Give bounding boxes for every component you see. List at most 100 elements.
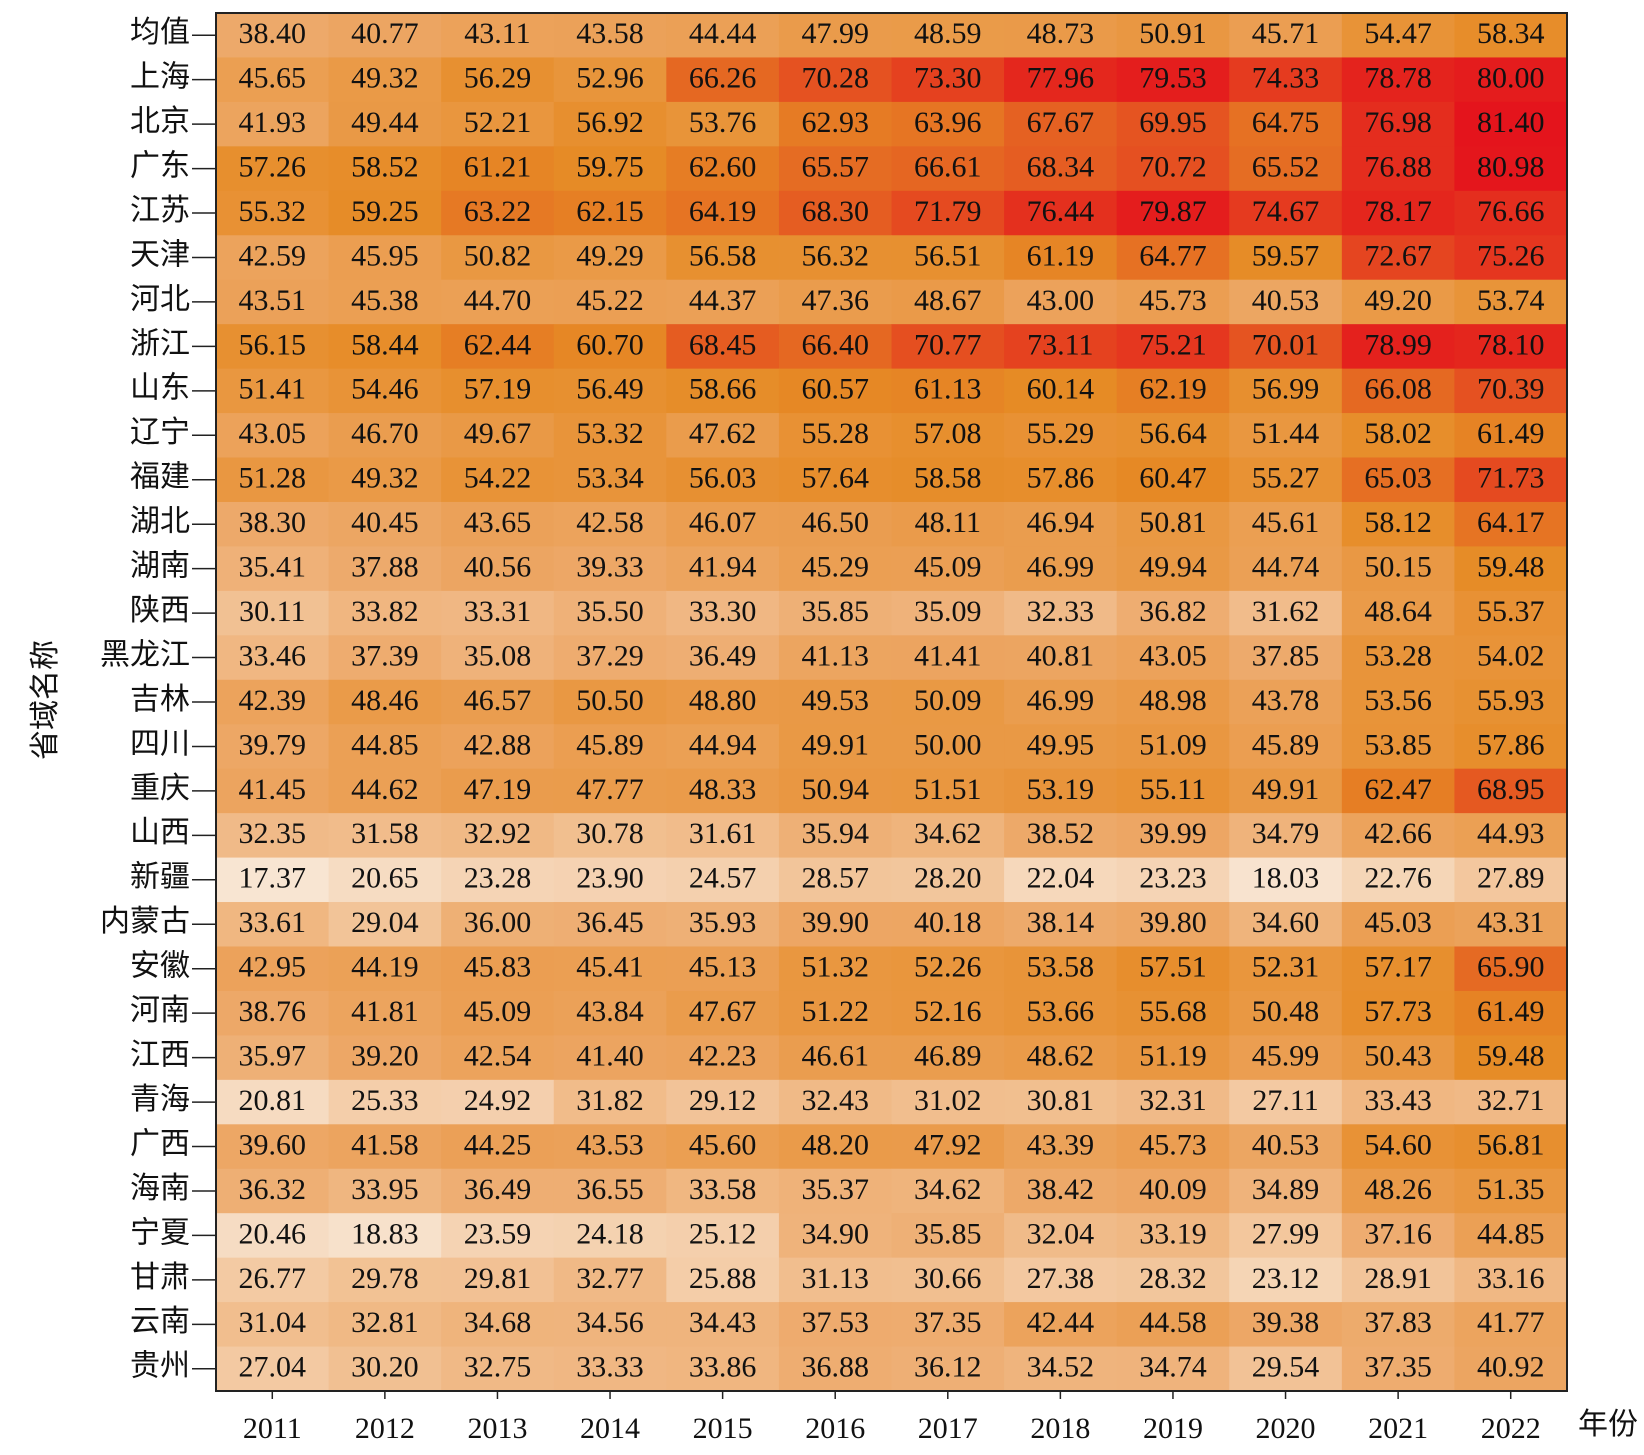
heatmap-cell <box>441 857 555 903</box>
cell-label: 43.51 <box>239 284 307 317</box>
cell-label: 44.74 <box>1252 551 1320 584</box>
cell-label: 68.34 <box>1027 150 1095 183</box>
cell-label: 62.47 <box>1364 773 1432 806</box>
heatmap-cell <box>441 368 555 414</box>
heatmap-cell <box>1341 413 1455 459</box>
cell-label: 42.59 <box>239 239 307 272</box>
cell-label: 33.82 <box>351 595 419 628</box>
cell-label: 70.39 <box>1477 373 1545 406</box>
x-tick-label: 2012 <box>355 1412 415 1445</box>
heatmap-cell <box>1229 946 1343 992</box>
heatmap-cell <box>1454 724 1568 770</box>
cell-label: 59.57 <box>1252 239 1320 272</box>
heatmap-cell <box>1116 368 1230 414</box>
cell-label: 68.95 <box>1477 773 1545 806</box>
cell-label: 41.77 <box>1477 1306 1545 1339</box>
cell-label: 54.60 <box>1364 1128 1432 1161</box>
cell-label: 44.58 <box>1139 1306 1207 1339</box>
heatmap-cell <box>1004 1346 1118 1392</box>
y-tick-label: 辽宁 <box>130 416 190 449</box>
heatmap-cell <box>1341 146 1455 192</box>
heatmap-cell <box>666 768 780 814</box>
x-tick-label: 2011 <box>243 1412 302 1445</box>
heatmap-cell <box>1454 457 1568 503</box>
heatmap-cell <box>778 857 892 903</box>
cell-label: 50.09 <box>914 684 982 717</box>
heatmap-cell <box>328 1035 442 1081</box>
cell-label: 64.77 <box>1139 239 1207 272</box>
cell-label: 24.92 <box>464 1084 532 1117</box>
heatmap-cell <box>216 990 330 1036</box>
cell-label: 45.71 <box>1252 17 1320 50</box>
heatmap-cell <box>891 1302 1005 1348</box>
heatmap-cell <box>216 324 330 370</box>
cell-label: 28.20 <box>914 862 982 895</box>
y-tick-label: 海南 <box>130 1172 190 1205</box>
heatmap-cell <box>1341 279 1455 325</box>
heatmap-cell <box>666 1079 780 1125</box>
heatmap-cell <box>666 13 780 58</box>
y-tick-label: 广东 <box>130 149 190 182</box>
cell-label: 33.16 <box>1477 1262 1545 1295</box>
heatmap-cell <box>328 101 442 147</box>
heatmap-cell <box>1229 1035 1343 1081</box>
heatmap-cell <box>328 857 442 903</box>
cell-label: 37.35 <box>914 1306 982 1339</box>
cell-label: 39.60 <box>239 1128 307 1161</box>
heatmap-cell <box>891 1213 1005 1259</box>
cell-label: 66.26 <box>689 62 757 95</box>
heatmap-cell <box>1454 235 1568 281</box>
cell-label: 38.30 <box>239 506 307 539</box>
y-tick-label: 四川 <box>130 727 190 760</box>
heatmap-cell <box>1454 679 1568 725</box>
cell-label: 38.42 <box>1027 1173 1095 1206</box>
cell-label: 35.94 <box>801 817 869 850</box>
heatmap-cell <box>216 768 330 814</box>
heatmap-cell <box>1341 501 1455 547</box>
cell-label: 28.32 <box>1139 1262 1207 1295</box>
x-tick-label: 2019 <box>1143 1412 1203 1445</box>
cell-label: 47.99 <box>801 17 869 50</box>
cell-label: 54.47 <box>1364 17 1432 50</box>
cell-label: 49.95 <box>1027 728 1095 761</box>
y-tick-label: 江西 <box>130 1039 190 1072</box>
cell-label: 54.22 <box>464 462 532 495</box>
cell-label: 55.28 <box>801 417 869 450</box>
cell-label: 61.19 <box>1027 239 1095 272</box>
heatmap-cell <box>1116 501 1230 547</box>
heatmap-cell <box>1004 724 1118 770</box>
cell-label: 70.72 <box>1139 150 1207 183</box>
heatmap-cell <box>1454 990 1568 1036</box>
heatmap-cell <box>666 990 780 1036</box>
cell-label: 27.99 <box>1252 1217 1320 1250</box>
cell-label: 28.91 <box>1364 1262 1432 1295</box>
cell-label: 49.91 <box>1252 773 1320 806</box>
cell-label: 43.00 <box>1027 284 1095 317</box>
heatmap-cell <box>1229 101 1343 147</box>
cell-label: 43.84 <box>576 995 644 1028</box>
cell-label: 44.25 <box>464 1128 532 1161</box>
y-tick-label: 广西 <box>130 1127 190 1160</box>
heatmap-cell <box>1454 546 1568 592</box>
cell-label: 79.53 <box>1139 62 1207 95</box>
cell-label: 64.19 <box>689 195 757 228</box>
heatmap-cell <box>441 1168 555 1214</box>
heatmap-cell <box>216 679 330 725</box>
heatmap-cell <box>1116 902 1230 947</box>
cell-label: 56.64 <box>1139 417 1207 450</box>
y-tick-label: 陕西 <box>130 594 190 627</box>
y-tick-label: 甘肃 <box>130 1261 190 1294</box>
cell-label: 23.23 <box>1139 862 1207 895</box>
cell-label: 49.53 <box>801 684 869 717</box>
heatmap-cell <box>216 101 330 147</box>
cell-label: 45.95 <box>351 239 419 272</box>
cell-label: 62.15 <box>576 195 644 228</box>
cell-label: 50.94 <box>801 773 869 806</box>
cell-label: 48.33 <box>689 773 757 806</box>
cell-label: 36.49 <box>689 639 757 672</box>
heatmap-cell <box>1229 546 1343 592</box>
cell-label: 48.11 <box>915 506 981 539</box>
heatmap-cell <box>1341 857 1455 903</box>
heatmap-cell <box>1229 902 1343 947</box>
heatmap-cell <box>1004 1124 1118 1170</box>
